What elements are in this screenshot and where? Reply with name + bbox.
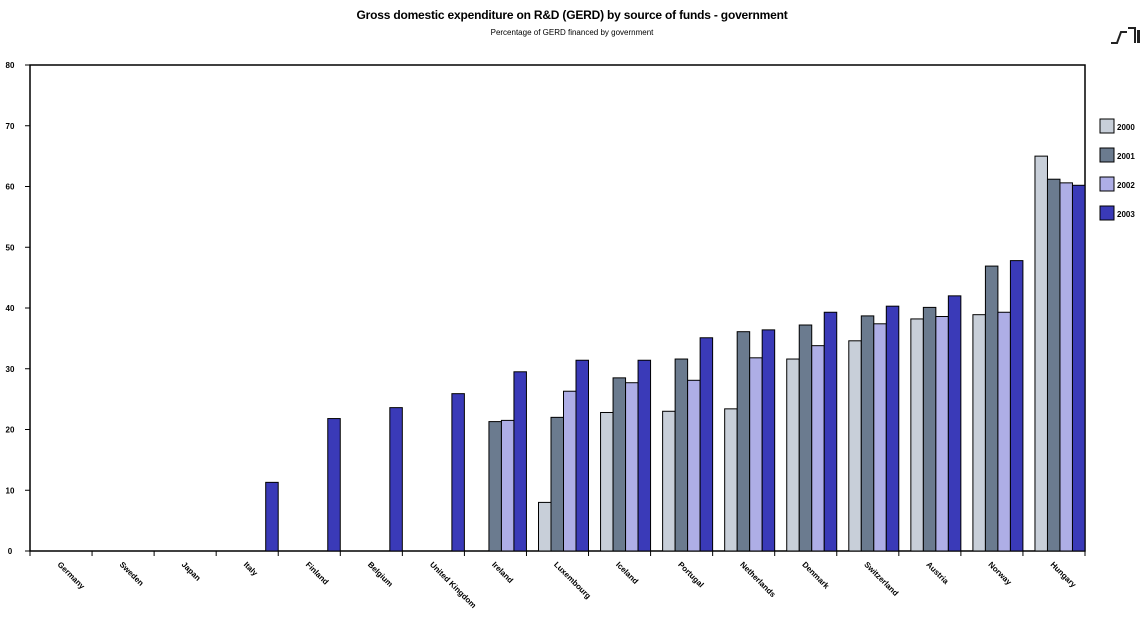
x-tick-label: Portugal [676,560,705,589]
x-tick-label: Hungary [1049,560,1079,590]
x-tick-label: Germany [56,560,87,591]
legend-label: 2001 [1117,152,1135,161]
legend-label: 2000 [1117,123,1135,132]
x-tick-label: Sweden [118,560,146,588]
y-tick-label: 30 [6,365,15,374]
bar-2001-switzerland [860,315,875,552]
y-tick-label: 60 [6,183,15,192]
x-tick-label: Iceland [614,560,640,586]
bar-2000-switzerland [848,340,862,552]
bar-2003-switzerland [885,305,900,552]
x-tick-label: Austria [924,560,950,586]
chart-subtitle: Percentage of GERD financed by governmen… [490,28,654,37]
y-tick-label: 0 [8,547,13,556]
x-tick-label: Belgium [366,560,395,589]
bars [265,155,1086,552]
legend-label: 2003 [1117,210,1135,219]
x-tick-label: United Kingdom [428,560,478,610]
bar-2003-italy [265,481,279,552]
x-tick-label: Italy [242,560,260,578]
bar-2001-iceland [612,377,627,552]
bar-2001-netherlands [736,331,751,552]
bar-2002-hungary [1059,182,1073,552]
y-axis: 0 10 20 30 40 50 60 70 80 [6,61,30,556]
bar-2003-luxembourg [575,359,589,552]
bar-2001-luxembourg [550,416,564,552]
x-tick-label: Finland [304,560,331,587]
x-tick-label: Switzerland [862,560,900,598]
y-tick-label: 10 [6,486,15,495]
bar-2002-portugal [687,379,701,552]
bar-2000-netherlands [724,408,738,552]
bar-2000-portugal [662,410,676,552]
y-tick-label: 80 [6,61,15,70]
bar-2002-denmark [811,345,825,552]
bar-2001-austria [922,306,937,552]
bar-2000-norway [972,314,986,552]
bar-2000-austria [910,318,924,552]
bar-2001-norway [984,265,999,552]
bar-2003-norway [1009,260,1024,552]
bar-2000-denmark [786,358,800,552]
bar-2002-ireland [500,419,515,552]
bar-2002-luxembourg [563,390,577,552]
bar-2001-ireland [488,421,502,552]
bar-2003-portugal [699,337,714,552]
logo-icon [1111,27,1140,44]
bar-2000-hungary [1034,155,1048,552]
x-tick-label: Ireland [490,560,515,585]
y-tick-label: 70 [6,122,15,131]
bar-2002-iceland [625,382,639,552]
bar-2002-netherlands [749,357,763,552]
x-tick-label: Netherlands [738,560,777,599]
x-axis: Germany Sweden Japan Italy Finland Belgium Uni… [29,551,1086,610]
bar-2001-denmark [798,324,813,552]
bar-2003-iceland [637,359,652,552]
x-tick-label: Denmark [800,560,831,591]
bar-2001-hungary [1046,178,1061,552]
bar-2002-switzerland [873,323,887,552]
bar-2003-netherlands [761,329,776,552]
x-tick-label: Luxembourg [552,560,593,601]
y-tick-label: 40 [6,304,15,313]
x-tick-label: Japan [180,560,203,583]
legend-swatch [1099,176,1115,192]
bar-2003-ireland [513,371,527,552]
y-tick-label: 20 [6,426,15,435]
legend-swatch [1099,118,1115,134]
bar-2002-austria [935,316,949,552]
y-tick-label: 50 [6,243,15,252]
x-tick-label: Norway [986,560,1013,587]
bar-2003-united-kingdom [451,393,465,552]
bar-2003-hungary [1071,184,1086,552]
bar-2001-portugal [674,358,689,552]
bar-2000-luxembourg [538,501,552,552]
bar-2000-iceland [600,411,614,552]
bar-2003-austria [947,295,962,552]
bar-2003-finland [327,418,341,552]
bar-2003-denmark [823,311,838,552]
bar-2002-norway [997,311,1011,552]
bar-2003-belgium [389,407,403,552]
chart-title: Gross domestic expenditure on R&D (GERD)… [356,8,788,22]
legend: 2000 2001 2002 2003 [1099,118,1135,221]
legend-swatch [1099,205,1115,221]
legend-label: 2002 [1117,181,1135,190]
legend-swatch [1099,147,1115,163]
